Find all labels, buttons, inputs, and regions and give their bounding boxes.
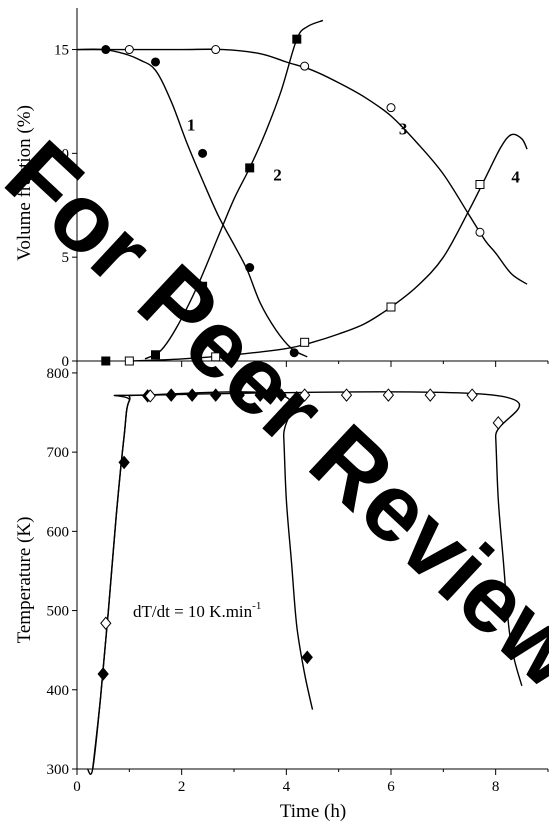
bottom-series-2-marker bbox=[382, 388, 395, 402]
bottom-y-tick-label: 400 bbox=[47, 683, 70, 699]
x-tick-label: 0 bbox=[73, 779, 81, 795]
bottom-series bbox=[86, 388, 523, 775]
bottom-series-2-line bbox=[92, 391, 523, 770]
top-series-2-marker bbox=[151, 350, 160, 360]
bottom-series-1-marker bbox=[301, 650, 313, 665]
top-series-3-marker bbox=[211, 45, 221, 55]
watermark-text: For Peer Review bbox=[0, 121, 549, 709]
x-tick-label: 8 bbox=[492, 779, 500, 795]
bottom-series-2-marker bbox=[298, 388, 311, 402]
top-series-3-marker bbox=[386, 103, 396, 113]
top-series-4-marker bbox=[211, 352, 221, 362]
bottom-series-2-marker bbox=[492, 416, 504, 430]
x-tick-label: 4 bbox=[283, 779, 291, 795]
top-series-1-line bbox=[76, 48, 308, 358]
bottom-x-axis-label: Time (h) bbox=[280, 801, 346, 822]
bottom-series-2-marker bbox=[144, 389, 156, 403]
curve-label-4: 4 bbox=[511, 167, 520, 186]
rate-annotation-superscript: -1 bbox=[252, 600, 261, 612]
top-series-1-marker bbox=[289, 348, 299, 358]
top-series-3-marker bbox=[475, 227, 485, 237]
bottom-series-2-marker bbox=[424, 388, 436, 402]
bottom-y-tick-label: 300 bbox=[47, 762, 70, 778]
x-tick-label: 2 bbox=[178, 779, 186, 795]
bottom-y-axis-label: Temperature (K) bbox=[14, 517, 35, 644]
top-series-4-line bbox=[129, 133, 528, 362]
top-y-tick-label: 5 bbox=[62, 250, 70, 266]
top-series-1-marker bbox=[245, 263, 255, 273]
bottom-y-tick-label: 700 bbox=[47, 445, 70, 461]
top-y-tick-label: 0 bbox=[62, 354, 70, 370]
rate-annotation-text: dT/dt = 10 K.min bbox=[133, 602, 253, 621]
top-series-1-marker bbox=[151, 57, 160, 67]
curve-label-1: 1 bbox=[187, 116, 196, 135]
top-series-2-marker bbox=[198, 281, 208, 291]
bottom-y-tick-label: 600 bbox=[47, 524, 70, 540]
bottom-y-tick-label: 500 bbox=[47, 604, 70, 620]
top-series-2-marker bbox=[101, 356, 111, 366]
bottom-series-2-marker bbox=[466, 388, 478, 402]
rate-annotation: dT/dt = 10 K.min-1 bbox=[133, 600, 261, 621]
curve-label-3: 3 bbox=[399, 120, 408, 139]
top-series-4-marker bbox=[386, 302, 396, 312]
top-series-4-marker bbox=[124, 356, 134, 366]
top-y-tick-label: 10 bbox=[54, 146, 69, 162]
top-series-4-marker bbox=[475, 180, 485, 189]
curve-label-2: 2 bbox=[273, 165, 282, 184]
top-y-tick-label: 15 bbox=[54, 43, 69, 59]
watermark: For Peer Review bbox=[0, 121, 549, 709]
top-series-3-marker bbox=[124, 45, 134, 55]
bottom-y-tick-label: 800 bbox=[47, 366, 70, 382]
top-y-axis-label: Volume fraction (%) bbox=[14, 105, 35, 261]
top-series: 1 2 3 4 bbox=[76, 19, 528, 366]
top-series-1-marker bbox=[198, 148, 208, 158]
top-series-2-marker bbox=[292, 34, 302, 44]
volume-fraction-panel: 0 5 10 15 1 2 3 4 Volume fraction (%) bbox=[14, 8, 549, 370]
top-series-2-marker bbox=[245, 163, 255, 173]
top-series-4-marker bbox=[300, 337, 310, 347]
bottom-axes: 300 400 500 600 700 800 0 2 4 6 8 bbox=[47, 365, 549, 795]
x-tick-label: 6 bbox=[387, 779, 395, 795]
top-series-3-marker bbox=[300, 61, 310, 71]
bottom-series-1-marker bbox=[186, 388, 198, 402]
bottom-series-2-marker bbox=[340, 388, 353, 402]
bottom-series-2-marker bbox=[100, 616, 112, 631]
top-axes: 0 5 10 15 bbox=[54, 8, 549, 370]
